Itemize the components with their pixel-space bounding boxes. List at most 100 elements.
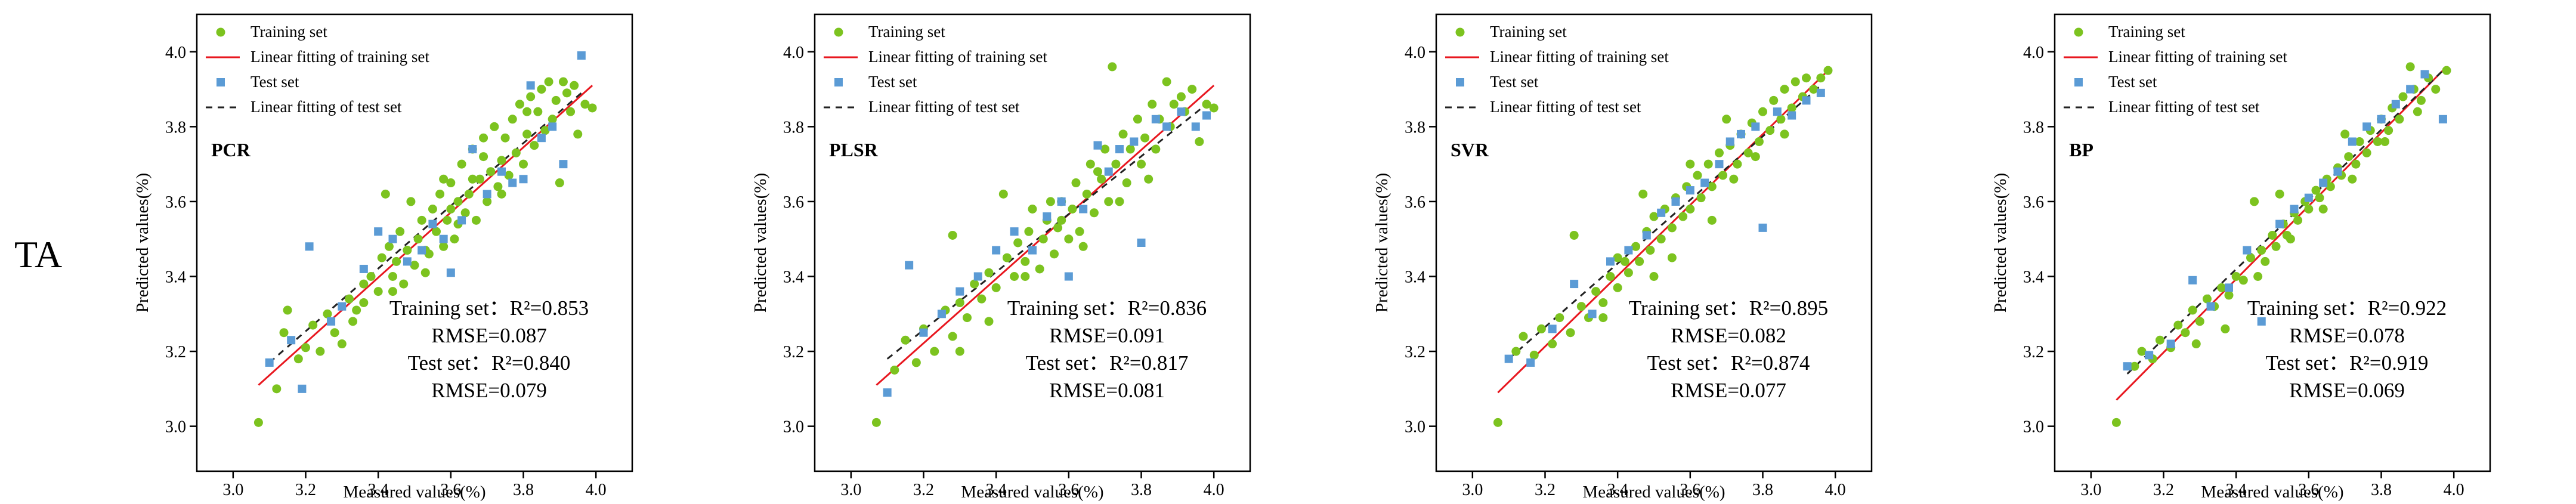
train-point (544, 77, 553, 86)
train-point (2380, 137, 2390, 146)
train-point (1050, 249, 1059, 259)
train-point (490, 122, 499, 131)
train-point (377, 253, 386, 262)
train-point (1715, 148, 1724, 157)
train-point (1754, 137, 1764, 146)
train-point (984, 317, 994, 326)
train-point (2231, 272, 2241, 282)
y-axis-label: Predicted values(%) (1991, 173, 2010, 313)
train-point (522, 129, 532, 139)
train-point (555, 178, 564, 188)
test-point (2243, 246, 2252, 255)
legend-train-marker (834, 27, 843, 37)
y-tick-label: 3.2 (1405, 343, 1425, 361)
train-point (1195, 137, 1204, 146)
legend-test-marker (217, 78, 225, 86)
train-point (955, 347, 964, 356)
test-point (973, 272, 982, 281)
y-tick-label: 3.0 (165, 418, 186, 437)
legend-test-fit-label: Linear fitting of test set (1490, 98, 1641, 116)
test-point (1588, 310, 1597, 319)
test-point (298, 384, 307, 393)
metric-test-line: Test set：R²=0.840 (408, 351, 571, 375)
train-point (1162, 77, 1171, 86)
train-point (337, 339, 347, 349)
train-point (930, 347, 939, 356)
train-point (1780, 129, 1789, 139)
train-point (2137, 347, 2147, 356)
train-point (970, 279, 979, 289)
train-point (558, 77, 568, 86)
legend-train-marker (1455, 27, 1465, 37)
metric-train-rmse: RMSE=0.087 (431, 324, 547, 347)
train-fit-line (1497, 70, 1829, 394)
x-tick-label: 4.0 (1825, 481, 1846, 499)
train-point (1493, 418, 1502, 427)
train-point (1118, 129, 1128, 139)
train-point (1100, 144, 1110, 154)
test-point (265, 358, 274, 367)
y-tick-label: 3.6 (783, 193, 804, 212)
x-tick-label: 3.0 (222, 481, 243, 499)
x-tick-label: 3.6 (440, 481, 461, 499)
y-tick-label: 3.0 (2023, 418, 2044, 437)
test-point (2362, 122, 2371, 131)
plot-frame (814, 13, 1251, 472)
metric-test-rmse: RMSE=0.081 (1049, 379, 1165, 402)
train-point (1703, 159, 1713, 169)
train-point (1053, 223, 1063, 233)
test-point (519, 175, 528, 184)
train-point (1020, 256, 1030, 266)
x-tick-label: 3.8 (1131, 481, 1152, 499)
train-point (1631, 242, 1641, 251)
train-point (471, 215, 481, 225)
train-point (562, 88, 571, 98)
test-point (2391, 100, 2400, 109)
plot-frame (1435, 13, 1873, 472)
train-point (890, 365, 899, 375)
test-point (1715, 160, 1724, 169)
train-point (1780, 85, 1789, 94)
x-tick-label: 3.0 (840, 481, 861, 499)
train-point (453, 197, 463, 206)
x-tick-label: 4.0 (586, 481, 607, 499)
model-title: PCR (211, 139, 251, 160)
train-point (871, 418, 881, 427)
test-point (359, 264, 368, 273)
test-point (955, 287, 964, 296)
train-point (330, 328, 339, 338)
x-axis-label: Measured values(%) (2201, 483, 2343, 502)
train-point (301, 343, 310, 353)
y-tick-label: 3.8 (783, 118, 804, 137)
test-point (2290, 205, 2299, 214)
train-point (2405, 62, 2415, 72)
train-point (1733, 159, 1742, 169)
x-axis-label: Measured values(%) (961, 483, 1103, 502)
train-point (2111, 418, 2121, 427)
train-point (2217, 283, 2226, 292)
train-point (1751, 152, 1760, 162)
train-point (2257, 246, 2266, 255)
train-point (1678, 212, 1688, 221)
train-point (1075, 227, 1084, 236)
train-point (1646, 246, 1655, 255)
train-point (2431, 85, 2441, 94)
train-point (1823, 66, 1833, 75)
train-point (2275, 189, 2284, 199)
test-point (1115, 145, 1124, 154)
chart-panel: 3.0 3.2 3.4 3.6 3.8 4.0 3.0 3.2 3.4 3.6 3.8 4.0 Meas… (1991, 13, 2491, 502)
test-point (1816, 88, 1825, 97)
train-point (2355, 137, 2364, 146)
test-point (1177, 107, 1186, 116)
train-point (537, 85, 546, 94)
train-point (1787, 103, 1796, 113)
train-point (570, 81, 579, 90)
test-point (1104, 167, 1113, 176)
y-tick-label: 3.0 (783, 418, 804, 437)
model-title: BP (2069, 139, 2093, 160)
train-point (2221, 324, 2230, 333)
test-point (1028, 246, 1037, 255)
train-point (388, 287, 397, 296)
train-point (1816, 73, 1826, 83)
train-point (511, 148, 521, 157)
